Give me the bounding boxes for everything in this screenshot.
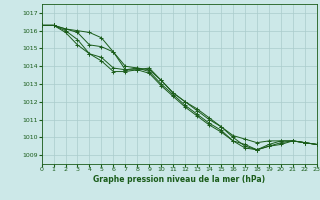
X-axis label: Graphe pression niveau de la mer (hPa): Graphe pression niveau de la mer (hPa) [93, 175, 265, 184]
